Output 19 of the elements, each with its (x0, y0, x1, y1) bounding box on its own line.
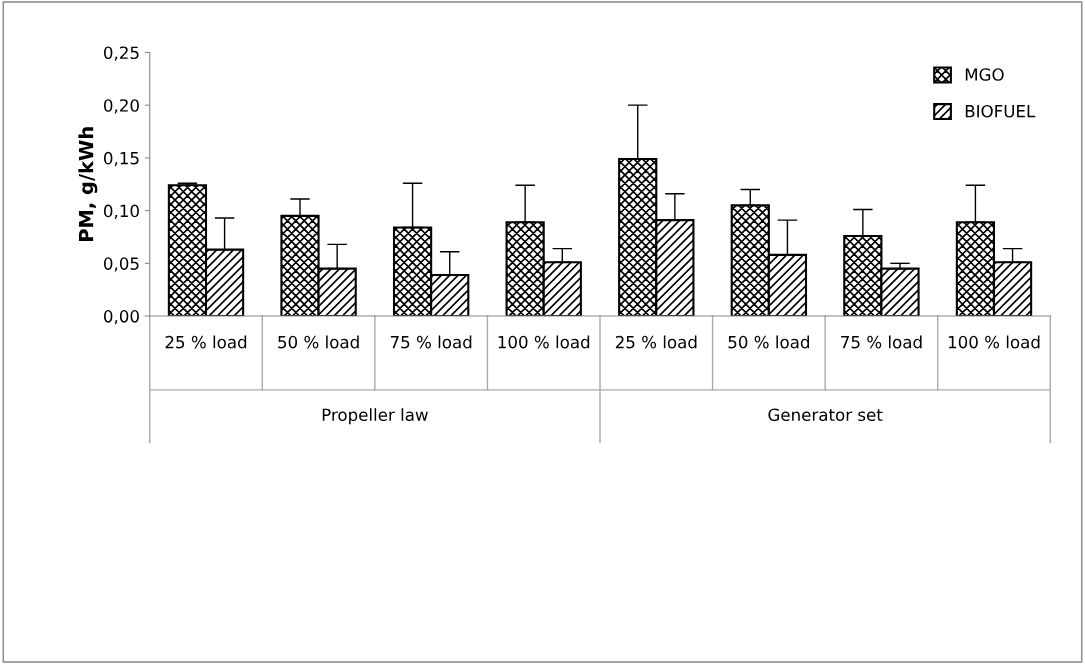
x-tick-label: 75 % load (841, 335, 922, 349)
x-tick-label: 50 % load (728, 335, 809, 349)
y-tick-label: 0,15 (104, 151, 139, 167)
y-tick-label: 0,05 (104, 257, 139, 272)
x-tick-label: 100 % load (948, 335, 1040, 349)
y-tick-label: 0,20 (104, 99, 139, 114)
y-tick-label: 0,00 (104, 310, 139, 325)
x-tick-label: 50 % load (278, 335, 359, 349)
legend-label: MGO (965, 68, 1004, 81)
x-tick-label: 75 % load (390, 335, 472, 349)
x-tick-label: 25 % load (615, 335, 697, 349)
y-axis-title: PM, g/kWh (78, 127, 98, 241)
y-tick-label: 0,25 (104, 46, 139, 61)
x-tick-label: 25 % load (165, 335, 247, 349)
legend-label: BIOFUEL (965, 104, 1036, 118)
text: Generator set (768, 408, 883, 422)
y-tick-label: 0,10 (104, 204, 139, 219)
x-tick-label: 100 % load (498, 335, 590, 349)
text: Propeller law (322, 408, 428, 425)
